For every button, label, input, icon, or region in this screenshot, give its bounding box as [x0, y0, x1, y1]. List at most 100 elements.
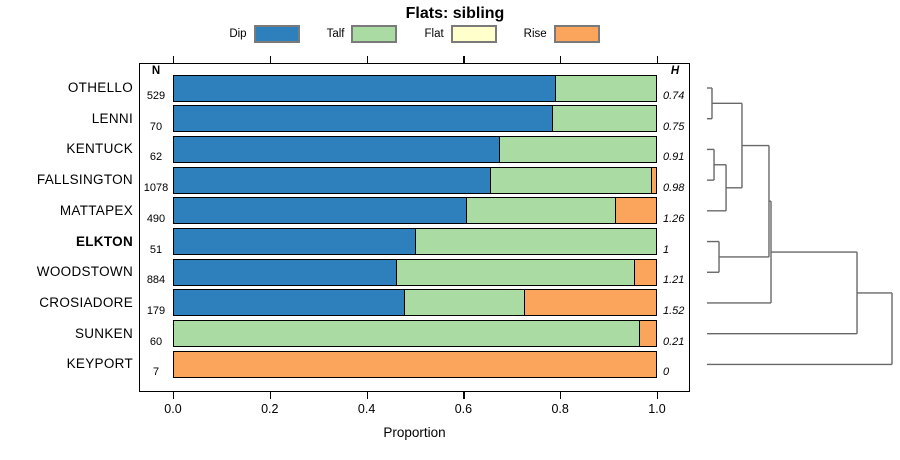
n-value: 51: [149, 243, 163, 256]
stacked-bar: [173, 74, 657, 102]
x-tick-bottom: [657, 392, 659, 399]
category-label: OTHELLO: [67, 80, 133, 95]
legend: Dip Talf Flat Rise: [139, 25, 690, 43]
x-tick-label: 0.2: [261, 402, 279, 416]
category-label: WOODSTOWN: [36, 264, 133, 280]
category-label: MATTAPEX: [59, 202, 133, 218]
x-tick-top: [366, 56, 368, 63]
category-label: FALLSINGTON: [36, 172, 133, 188]
n-value: 70: [149, 120, 163, 133]
n-value: 490: [146, 212, 166, 225]
h-value: 1.52: [663, 304, 685, 317]
bar-segment-dip: [174, 167, 490, 193]
h-value: 0.74: [663, 90, 685, 102]
category-label: CROSIADORE: [39, 294, 133, 310]
h-value: 0.75: [663, 120, 685, 133]
stacked-bar: [173, 258, 657, 286]
stacked-bar: [173, 320, 657, 348]
h-value: 0.91: [663, 151, 685, 164]
n-value: 62: [149, 151, 163, 164]
n-value: 884: [146, 274, 166, 287]
n-value: 1078: [143, 182, 169, 195]
x-tick-label: 0.4: [357, 402, 376, 416]
x-tick-bottom: [560, 392, 562, 399]
h-value: 0.21: [663, 335, 685, 348]
n-value: 529: [146, 90, 166, 102]
stacked-bar: [173, 289, 657, 317]
n-column-header: N: [151, 65, 161, 77]
category-label: KENTUCK: [66, 141, 133, 157]
h-value: 0.98: [663, 182, 685, 195]
bar-segment-talf: [174, 321, 640, 347]
h-value: 1.21: [663, 274, 685, 287]
plot-area-box: [139, 63, 690, 392]
category-label: SUNKEN: [74, 325, 133, 341]
h-value: 0: [663, 366, 670, 379]
stacked-bar: [173, 166, 657, 194]
legend-label: Talf: [326, 28, 345, 40]
bar-segment-talf: [489, 167, 652, 193]
stacked-bar: [173, 105, 657, 133]
stacked-bar: [173, 350, 657, 378]
x-tick-bottom: [463, 392, 465, 399]
bar-segment-rise: [174, 351, 656, 377]
bar-segment-dip: [174, 229, 415, 255]
x-tick-top: [560, 56, 562, 63]
stacked-bar: [173, 135, 657, 163]
legend-label: Dip: [229, 28, 247, 40]
bar-segment-talf: [404, 290, 524, 316]
x-tick-top: [173, 56, 175, 63]
h-value: 1.26: [663, 212, 685, 225]
bar-segment-talf: [415, 229, 656, 255]
chart-title: Flats: sibling: [405, 5, 505, 22]
bar-segment-rise: [615, 198, 656, 224]
bar-segment-rise: [639, 321, 656, 347]
stacked-bar: [173, 197, 657, 225]
legend-item-talf: Talf: [327, 25, 398, 43]
bar-segment-dip: [174, 106, 553, 132]
bar-segment-talf: [465, 198, 616, 224]
bar-segment-rise: [634, 259, 656, 285]
x-tick-label: 0.8: [551, 402, 569, 416]
x-tick-label: 0.0: [164, 402, 182, 416]
legend-label: Flat: [424, 28, 444, 40]
category-label: ELKTON: [75, 233, 133, 249]
x-tick-top: [657, 56, 659, 63]
bar-segment-rise: [651, 167, 656, 193]
x-tick-label: 1.0: [648, 402, 666, 416]
n-value: 179: [146, 304, 166, 317]
legend-item-flat: Flat: [424, 25, 497, 43]
x-tick-top: [269, 56, 271, 63]
bar-segment-dip: [174, 290, 405, 316]
x-tick-top: [463, 56, 465, 63]
legend-swatch-icon: [351, 25, 398, 43]
bar-segment-dip: [174, 136, 500, 162]
n-value: 60: [149, 335, 163, 348]
category-label: LENNI: [91, 110, 133, 126]
x-tick-bottom: [366, 392, 368, 399]
bar-segment-dip: [174, 75, 555, 101]
x-tick-label: 0.6: [454, 402, 473, 416]
x-tick-bottom: [173, 392, 175, 399]
bar-segment-talf: [395, 259, 635, 285]
legend-swatch-icon: [253, 25, 300, 43]
bar-segment-dip: [174, 198, 466, 224]
legend-item-rise: Rise: [524, 25, 600, 43]
bar-segment-rise: [523, 290, 656, 316]
x-axis-label: Proportion: [383, 425, 446, 440]
legend-label: Rise: [523, 28, 547, 40]
category-label: KEYPORT: [66, 356, 133, 372]
h-column-header: H: [670, 65, 680, 77]
x-tick-bottom: [269, 392, 271, 399]
stacked-bar: [173, 228, 657, 256]
bar-segment-dip: [174, 259, 396, 285]
legend-swatch-icon: [450, 25, 497, 43]
bar-segment-talf: [554, 75, 656, 101]
legend-item-dip: Dip: [229, 25, 300, 43]
legend-swatch-icon: [553, 25, 600, 43]
h-value: 1: [663, 243, 670, 256]
bar-segment-talf: [499, 136, 656, 162]
bar-segment-talf: [552, 106, 656, 132]
